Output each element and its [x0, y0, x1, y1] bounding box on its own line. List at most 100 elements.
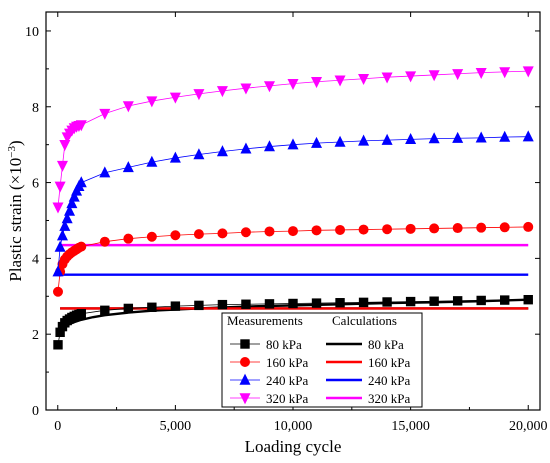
x-tick-label: 20,000: [509, 419, 548, 434]
legend-label: 320 kPa: [266, 391, 308, 406]
legend-label: 240 kPa: [368, 373, 410, 388]
meas-point: [99, 108, 111, 120]
meas-point: [170, 301, 181, 311]
meas-point: [287, 138, 299, 150]
meas-point: [59, 219, 71, 231]
meas-point: [499, 67, 511, 79]
meas-point: [429, 223, 440, 234]
meas-point: [100, 305, 110, 316]
meas-point: [358, 74, 370, 86]
y-axis-title: Plastic strain (×10−3): [6, 140, 25, 281]
y-tick-label: 10: [25, 25, 39, 40]
axes: 0 5,000 10,000 15,000 20,000 0 2 4 6 8 10 Loading c…: [6, 11, 548, 456]
y-tick-label: 4: [32, 252, 39, 267]
meas-point: [382, 224, 393, 235]
meas-point: [194, 300, 204, 311]
meas-point: [193, 148, 205, 160]
meas-point: [76, 241, 87, 252]
meas-point: [146, 96, 158, 108]
y-tick-label: 0: [32, 404, 39, 419]
meas-point: [381, 72, 393, 84]
meas-point: [523, 221, 534, 232]
x-tick-label: 15,000: [391, 419, 430, 434]
meas-point: [241, 299, 251, 309]
meas-point: [499, 222, 510, 233]
legend: Measurements Calculations 80 kPa 80 kPa 160 …: [221, 312, 423, 408]
meas-point: [334, 75, 346, 87]
meas-point: [56, 229, 68, 241]
legend-label: 320 kPa: [368, 391, 410, 406]
meas-point: [523, 294, 533, 305]
meas-point: [122, 161, 134, 173]
meas-point: [193, 229, 204, 240]
legend-label: 160 kPa: [266, 355, 308, 370]
legend-label: 240 kPa: [266, 373, 308, 388]
meas-point: [240, 227, 251, 238]
meas-point: [499, 130, 511, 142]
meas-point: [66, 197, 78, 209]
meas-point: [381, 133, 393, 145]
meas-point: [123, 233, 134, 244]
meas-point: [216, 145, 228, 157]
meas-point: [263, 81, 275, 93]
legend-header-measured: Measurements: [227, 313, 303, 328]
meas-point: [288, 298, 298, 309]
meas-point: [54, 240, 66, 252]
measurement-series: [52, 66, 534, 350]
legend-meas-marker: [239, 393, 251, 405]
legend-header-calculated: Calculations: [332, 313, 397, 328]
meas-point: [123, 303, 134, 314]
meas-point: [429, 296, 439, 306]
meas-point: [358, 297, 369, 308]
meas-point: [452, 296, 463, 306]
meas-point: [405, 223, 416, 234]
meas-point: [358, 224, 369, 235]
meas-point: [61, 212, 73, 224]
meas-point: [311, 136, 323, 148]
meas-point: [428, 70, 440, 82]
meas-point: [475, 131, 487, 143]
meas-point: [452, 131, 464, 143]
meas-point: [335, 224, 346, 235]
meas-point: [522, 66, 534, 78]
x-tick-label: 10,000: [274, 419, 313, 434]
meas-point: [405, 133, 417, 145]
meas-point: [193, 89, 205, 101]
meas-point: [335, 298, 345, 308]
meas-point: [217, 299, 228, 310]
meas-point: [405, 296, 416, 307]
meas-point: [99, 166, 111, 178]
meas-point: [52, 202, 64, 214]
meas-point: [311, 298, 322, 308]
meas-point: [75, 120, 87, 132]
meas-point: [452, 69, 464, 81]
meas-point: [311, 225, 322, 236]
meas-point: [382, 297, 392, 307]
legend-meas-marker: [239, 373, 251, 385]
meas-point: [311, 77, 323, 89]
meas-point: [240, 83, 252, 95]
meas-point: [428, 132, 440, 144]
meas-point: [264, 226, 275, 237]
meas-point: [99, 236, 110, 247]
meas-point: [240, 142, 252, 154]
meas-point: [75, 176, 87, 188]
meas-point: [216, 86, 228, 98]
meas-point: [53, 340, 63, 350]
meas-point: [476, 222, 487, 233]
legend-label: 80 kPa: [368, 337, 404, 352]
meas-point: [405, 71, 417, 83]
legend-box: [221, 312, 423, 408]
x-tick-label: 5,000: [160, 419, 192, 434]
meas-line-2: [57, 136, 529, 272]
y-tick-label: 2: [32, 328, 39, 343]
legend-label: 80 kPa: [266, 337, 302, 352]
y-tick-label: 6: [32, 177, 39, 192]
meas-point: [68, 190, 80, 202]
meas-point: [64, 204, 76, 216]
calculation-curves: [56, 243, 529, 337]
meas-point: [334, 135, 346, 147]
meas-point: [54, 181, 66, 193]
y-tick-label: 8: [32, 101, 39, 116]
